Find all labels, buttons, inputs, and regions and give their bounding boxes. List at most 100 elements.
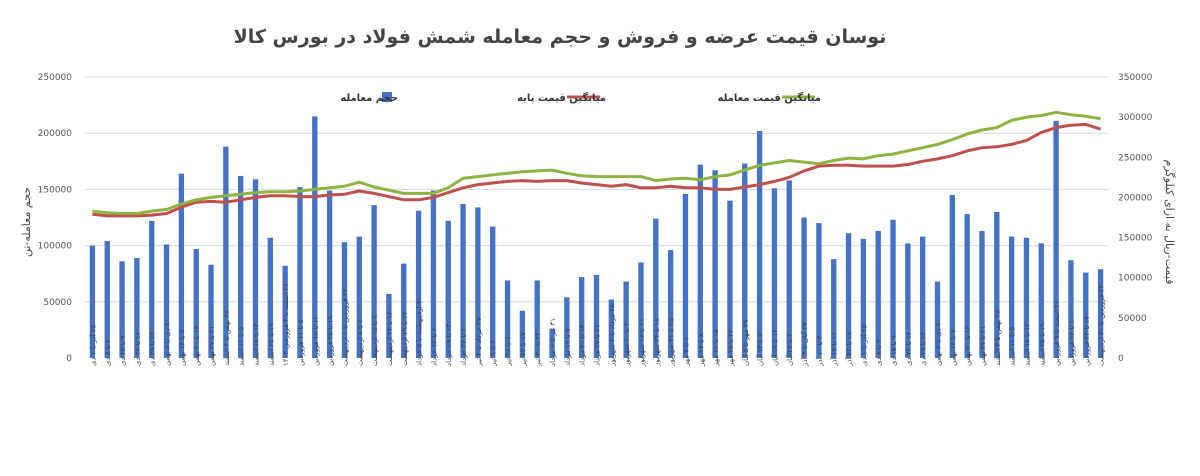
x-tick-label: ۲۸ بهمن تا ۴ اسفند [223, 310, 231, 366]
bar [89, 245, 96, 358]
bar [238, 175, 244, 358]
line-series [92, 110, 1102, 218]
y-right-tick-label: 50000 [1118, 314, 1147, 324]
x-tick-label: ۲۳ تا ۲۹ دی [920, 331, 928, 366]
bar [905, 243, 911, 358]
x-tick-label: ۱۲ تا ۱۸ فروردین [312, 316, 320, 366]
y-left-tick-label: 50000 [43, 298, 72, 308]
x-tick-label: ۲ تا ۸ دی [104, 339, 112, 366]
y-right-tick-label: 250000 [1118, 153, 1153, 163]
bar [490, 226, 496, 358]
bar [326, 190, 333, 358]
x-tick-label: ۳ تا ۹ تیر [490, 340, 498, 367]
bar [475, 207, 481, 358]
line-trade-price [92, 110, 1101, 215]
x-tick-label: ۲۳ تا ۲۹ اردیبهشت [401, 311, 409, 366]
bar [653, 218, 659, 358]
x-tick-label: ۱۶ تا ۲۲ اردیبهشت [386, 311, 394, 366]
x-tick-label: ۱۵ تا ۲۱ مهر [712, 329, 720, 367]
bar [178, 173, 185, 358]
bar [1038, 243, 1044, 358]
x-tick-label: ۷ تا ۱۳ بهمن [949, 329, 957, 366]
x-tick-label: ۲۸ بهمن تا ۴ اسفند [994, 310, 1002, 366]
bar [638, 262, 644, 358]
y-left-tick-label: 150000 [38, 185, 73, 195]
y-right-tick-label: 100000 [1118, 274, 1153, 284]
x-tick-label: ۲۴ فروردین تا ۳۰ اردیبهشت [1098, 285, 1106, 366]
x-tick-label: ۲ تا ۸ دی [875, 339, 883, 366]
x-tick-label: ۷ تا ۱۳ مرداد [564, 328, 572, 366]
left-axis-ticks: 0 50000 100000 150000 200000 250000 [38, 73, 73, 364]
bar [534, 280, 540, 358]
x-tick-label: ۲۵ آذر تا ۱ دی [859, 324, 868, 366]
bar [579, 277, 585, 358]
bar [1053, 120, 1059, 358]
bar [727, 200, 733, 358]
x-tick-label: ۸ تا ۱۴ مهر [697, 333, 705, 367]
x-tick-label: ۹ تا ۱۵ دی [119, 335, 127, 366]
x-tick-label: ۱۱ تا ۱۷ آذر [830, 332, 839, 367]
x-tick-label: ۱۰ تا ۱۶ تیر [505, 332, 513, 367]
x-tick-label: ۲۷ خرداد تا ۲ تیر [475, 317, 483, 367]
x-tick-label: ۱۶ تا ۲۲ دی [134, 331, 142, 366]
bar [801, 217, 807, 358]
x-tick-label: ۶ تا ۱۲ آبان [756, 333, 765, 366]
bar [742, 163, 748, 358]
x-tick-label: ۱ تا ۷ مهر [683, 337, 691, 367]
x-tick-label: ۱۰ تا ۱۶ فروردین [1068, 316, 1076, 366]
y-left-tick-label: 0 [66, 354, 72, 364]
x-tick-label: ۳۰ دی تا ۶ بهمن [935, 319, 943, 366]
line-base-price [92, 122, 1102, 218]
x-tick-label: ۱۶ تا ۲۲ دی [905, 331, 913, 366]
bar [223, 146, 229, 358]
bar [134, 257, 140, 358]
bar [267, 237, 273, 358]
legend-label-volume: حجم معامله [340, 93, 398, 104]
bar [208, 264, 214, 358]
x-tick-label: ۱۴ تا ۲۰ مرداد [579, 324, 587, 366]
x-tick-label: ۱۷ تا ۲۳ تیر [519, 332, 527, 367]
x-tick-label: ۱۸ تا ۲۴ شهریور [653, 318, 661, 367]
x-tick-label: ۲۱ تا ۲۷ بهمن [979, 326, 987, 366]
bar [519, 310, 526, 358]
bar-series-volume [89, 116, 1104, 358]
x-tick-label: ۱۱ تا ۱۷ شهریور [638, 318, 646, 367]
right-axis-ticks: 0 50000 100000 150000 200000 250000 300000 3500… [1118, 73, 1153, 364]
bar [964, 214, 970, 358]
bar [845, 233, 852, 358]
bar [163, 244, 170, 358]
bar [415, 210, 422, 358]
bar [816, 223, 822, 358]
bar [608, 299, 614, 358]
bar [104, 241, 110, 358]
y-left-tick-label: 200000 [38, 129, 73, 139]
x-tick-label: ۱۳ تا ۱۹ آبان [770, 329, 779, 366]
bar [504, 280, 511, 358]
x-tick-label: ۲۰ تا ۲۶ آبان [785, 329, 794, 366]
bar [252, 179, 259, 358]
x-tick-label: ۲۲ تا ۲۸ مهر [727, 329, 735, 367]
x-tick-label: ۳۰ اردیبهشت تا ۵ خرداد [416, 297, 424, 367]
bar [297, 187, 303, 358]
x-tick-label: ۲۵ تا ۳۱ شهریور [668, 318, 676, 367]
bar [786, 180, 792, 358]
x-tick-label: ۵ تا ۱۱ اسفند [1009, 327, 1017, 366]
legend-label-trade: میانگین قیمت معامله [718, 91, 822, 104]
bar [549, 328, 555, 358]
bar [920, 236, 926, 358]
bar [386, 293, 392, 358]
x-tick-label: ۱۲ تا ۱۸ اسفند [1024, 323, 1032, 366]
x-tick-label: ۱۸ تا ۲۴ آذر [845, 332, 854, 367]
bar [1068, 260, 1074, 358]
y-left-tick-label: 100000 [38, 242, 73, 252]
bar [356, 236, 362, 358]
bar [564, 297, 570, 358]
bar [979, 230, 985, 358]
bar [934, 281, 941, 358]
y-right-tick-label: 350000 [1118, 73, 1153, 83]
bar [682, 193, 689, 358]
bar [712, 170, 718, 358]
bar [119, 261, 125, 358]
bar [430, 190, 437, 358]
